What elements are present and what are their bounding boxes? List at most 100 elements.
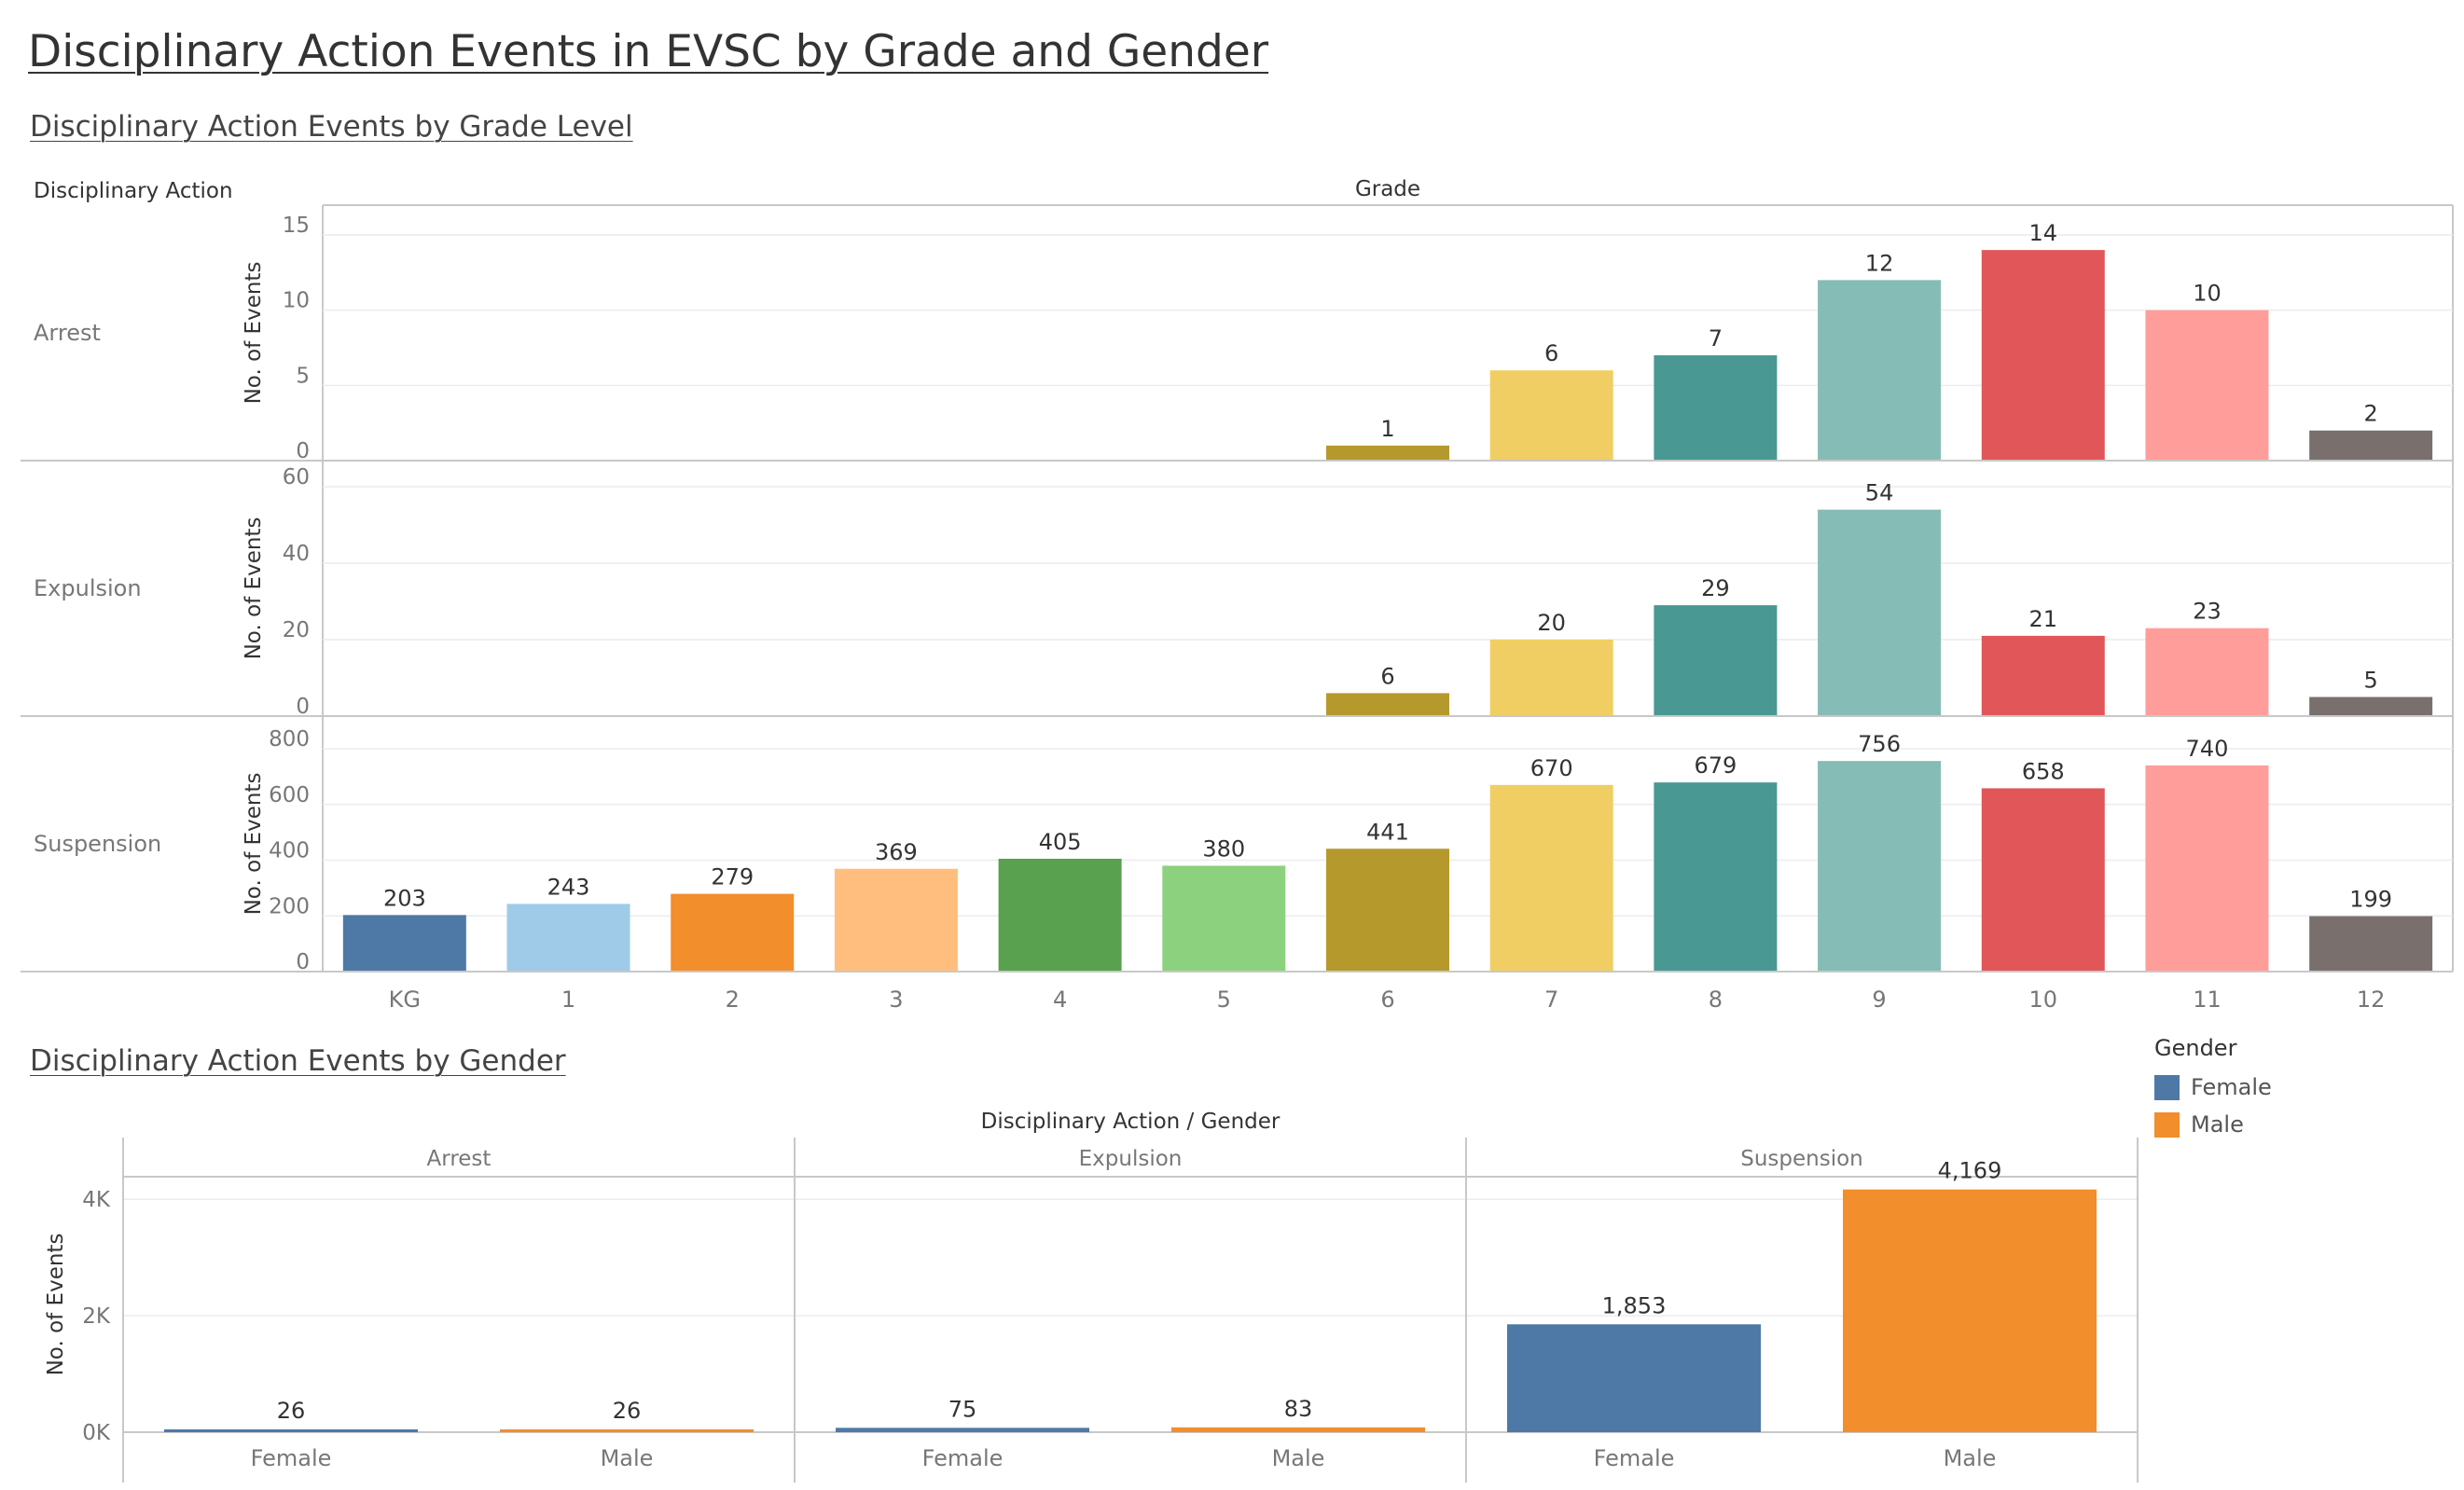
y-tick-label: 200 (269, 894, 310, 918)
data-label: 1 (1380, 416, 1394, 442)
y-tick-label: 15 (283, 214, 310, 238)
data-label: 20 (1537, 610, 1566, 636)
bar-expulsion-male (1171, 1427, 1425, 1432)
bar-suspension-8 (1654, 782, 1778, 972)
data-label: 203 (383, 885, 426, 911)
bar-suspension-11 (2145, 765, 2269, 972)
row-label-expulsion: Expulsion (34, 575, 142, 601)
x-tick-label: 4 (1053, 986, 1067, 1013)
panel-header-expulsion: Expulsion (1079, 1147, 1183, 1171)
gender-legend: Gender Female Male (2154, 1035, 2272, 1143)
data-label: 756 (1858, 731, 1901, 757)
bar-arrest-male (500, 1429, 754, 1432)
bar-expulsion-11 (2145, 628, 2269, 716)
bar-suspension-female (1507, 1324, 1761, 1432)
x-tick-label: Male (1272, 1445, 1325, 1471)
bar-expulsion-8 (1654, 605, 1778, 716)
data-label: 5 (2364, 668, 2378, 694)
legend-label: Female (2191, 1074, 2272, 1100)
row-label-suspension: Suspension (34, 831, 161, 857)
x-tick-label: 5 (1217, 986, 1231, 1013)
x-tick-label: KG (389, 986, 421, 1013)
bar-suspension-male (1843, 1189, 2097, 1432)
x-tick-label: 3 (889, 986, 903, 1013)
y-tick-label: 0 (296, 439, 310, 463)
bar-suspension-4 (998, 859, 1122, 972)
data-label: 670 (1530, 755, 1573, 781)
bar-suspension-12 (2309, 916, 2433, 972)
row-header: Disciplinary Action (34, 179, 233, 203)
bar-arrest-6 (1326, 445, 1449, 461)
x-tick-label: 1 (561, 986, 575, 1013)
y-tick-label: 800 (269, 727, 310, 752)
bar-arrest-9 (1818, 280, 1942, 461)
y-tick-label: 400 (269, 839, 310, 863)
bar-arrest-11 (2145, 310, 2269, 461)
x-tick-label: Female (251, 1445, 332, 1471)
x-tick-label: 8 (1709, 986, 1723, 1013)
panel-header-arrest: Arrest (427, 1147, 491, 1171)
y-axis-title: No. of Events (242, 262, 266, 405)
data-label: 369 (875, 839, 918, 865)
data-label: 380 (1202, 835, 1245, 862)
legend-swatch-male (2154, 1111, 2180, 1138)
data-label: 679 (1694, 752, 1737, 779)
bar-suspension-7 (1489, 784, 1613, 972)
bar-arrest-12 (2309, 430, 2433, 461)
data-label: 740 (2186, 736, 2229, 762)
y-tick-label: 5 (296, 364, 310, 388)
data-label: 279 (711, 864, 754, 890)
data-label: 243 (547, 874, 590, 900)
data-label: 7 (1709, 325, 1723, 352)
data-label: 23 (2193, 599, 2222, 625)
bar-suspension-5 (1162, 865, 1286, 972)
data-label: 199 (2349, 887, 2392, 913)
bar-suspension-2 (671, 893, 795, 972)
x-tick-label: 10 (2028, 986, 2057, 1013)
legend-title: Gender (2154, 1035, 2237, 1061)
data-label: 6 (1380, 663, 1394, 689)
column-header: Grade (1355, 177, 1420, 201)
legend-swatch-female (2154, 1074, 2180, 1100)
bar-suspension-9 (1818, 761, 1942, 972)
y-tick-label: 600 (269, 783, 310, 807)
x-tick-label: 11 (2193, 986, 2222, 1013)
data-label: 1,853 (1602, 1292, 1667, 1318)
data-label: 83 (1284, 1396, 1313, 1422)
x-tick-label: 6 (1380, 986, 1394, 1013)
bar-expulsion-7 (1489, 640, 1613, 716)
column-header: Disciplinary Action / Gender (981, 1110, 1280, 1134)
data-label: 4,169 (1938, 1158, 2002, 1184)
grade-section-title: Disciplinary Action Events by Grade Leve… (30, 110, 633, 144)
bar-expulsion-9 (1818, 509, 1942, 716)
y-axis-title: No. of Events (242, 517, 266, 660)
data-label: 10 (2193, 281, 2222, 307)
data-label: 6 (1544, 340, 1558, 366)
data-label: 12 (1865, 250, 1894, 276)
bar-expulsion-10 (1981, 635, 2105, 716)
row-label-arrest: Arrest (34, 320, 101, 346)
x-tick-label: Female (922, 1445, 1004, 1471)
bar-arrest-8 (1654, 355, 1778, 461)
bar-suspension-1 (506, 904, 630, 972)
x-tick-label: 9 (1872, 986, 1886, 1013)
x-tick-label: 12 (2357, 986, 2386, 1013)
legend-item-male[interactable]: Male (2154, 1106, 2272, 1143)
y-tick-label: 10 (283, 289, 310, 313)
x-tick-label: Female (1594, 1445, 1675, 1471)
y-tick-label: 60 (283, 465, 310, 490)
data-label: 75 (948, 1396, 977, 1422)
x-tick-label: 7 (1544, 986, 1558, 1013)
data-label: 658 (2022, 758, 2065, 784)
data-label: 26 (277, 1398, 306, 1424)
bar-expulsion-12 (2309, 697, 2433, 716)
y-tick-label: 2K (82, 1304, 111, 1329)
x-tick-label: 2 (726, 986, 740, 1013)
data-label: 2 (2364, 401, 2378, 427)
data-label: 21 (2028, 606, 2057, 632)
legend-item-female[interactable]: Female (2154, 1069, 2272, 1106)
data-label: 441 (1366, 819, 1409, 845)
y-tick-label: 0 (296, 695, 310, 719)
data-label: 29 (1701, 575, 1730, 601)
bar-arrest-female (164, 1429, 418, 1432)
